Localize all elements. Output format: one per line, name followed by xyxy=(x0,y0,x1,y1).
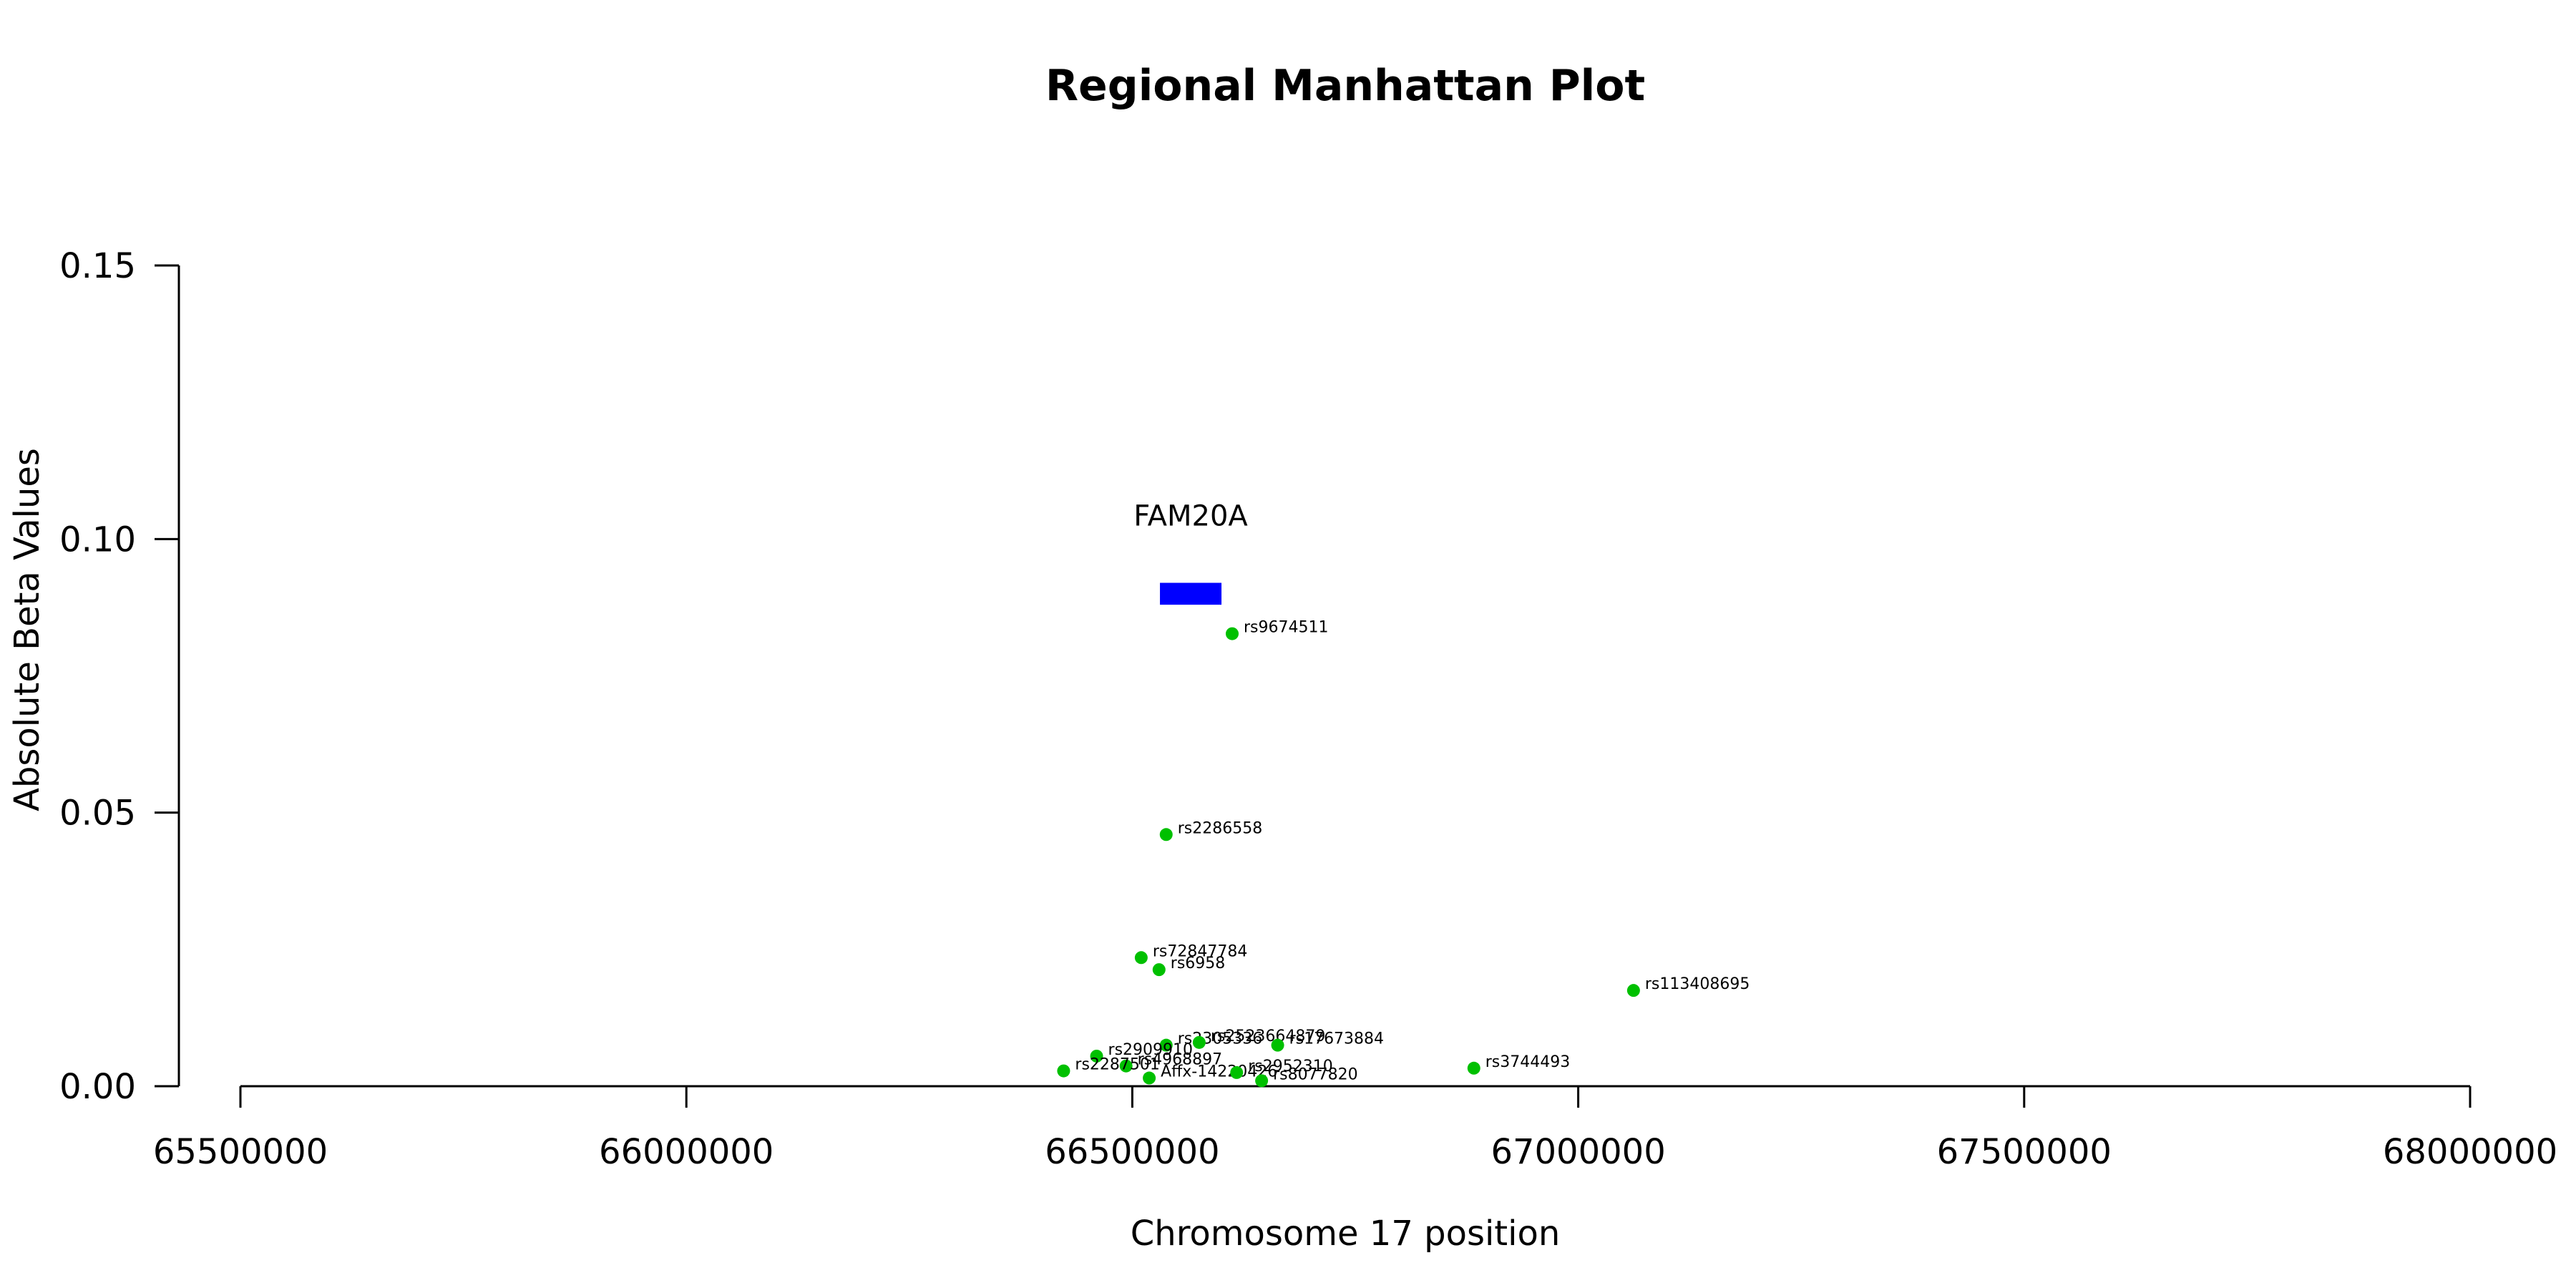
y-axis: 0.00 0.05 0.10 0.15 xyxy=(59,246,180,1107)
snp-point xyxy=(1057,1064,1070,1078)
snp-point xyxy=(1230,1065,1244,1079)
gene-bar xyxy=(1160,582,1222,605)
snp-point xyxy=(1134,951,1148,965)
snp-label: rs72847784 xyxy=(1153,942,1247,960)
x-axis-label: Chromosome 17 position xyxy=(1131,1214,1561,1254)
snp-label: rs8077820 xyxy=(1273,1065,1358,1083)
gene-label: FAM20A xyxy=(1133,500,1248,533)
gene-track: FAM20A xyxy=(1133,500,1248,605)
snp-point xyxy=(1626,984,1640,997)
snp-label: rs9674511 xyxy=(1244,619,1329,637)
snp-label: rs2286558 xyxy=(1178,819,1263,837)
y-axis-label: Absolute Beta Values xyxy=(7,448,47,811)
snp-label: rs2952310 xyxy=(1248,1058,1333,1075)
snp-label: rs4968897 xyxy=(1138,1051,1223,1069)
snp-point xyxy=(1119,1059,1133,1073)
snp-label: rs2305336 xyxy=(1178,1030,1263,1048)
y-tick-label: 0.10 xyxy=(59,519,136,560)
snp-point xyxy=(1192,1035,1206,1049)
snp-point xyxy=(1255,1074,1269,1088)
y-tick-label: 0.05 xyxy=(59,794,136,834)
snp-point xyxy=(1271,1038,1284,1052)
snp-label: rs17673884 xyxy=(1289,1030,1384,1048)
x-tick-label: 67000000 xyxy=(1491,1132,1665,1172)
snp-label: rs3744493 xyxy=(1485,1053,1571,1071)
snp-label: rs2287501 xyxy=(1075,1056,1160,1074)
x-axis: 65500000 66000000 66500000 67000000 67500000… xyxy=(153,1085,2557,1172)
snp-point xyxy=(1159,1038,1173,1052)
x-tick-label: 65500000 xyxy=(153,1132,328,1172)
snp-point xyxy=(1159,828,1173,841)
snp-point xyxy=(1467,1061,1480,1075)
snp-point xyxy=(1143,1071,1156,1085)
x-tick-label: 66000000 xyxy=(599,1132,774,1172)
y-tick-label: 0.15 xyxy=(59,246,136,286)
x-tick-label: 68000000 xyxy=(2383,1132,2557,1172)
x-tick-label: 66500000 xyxy=(1045,1132,1219,1172)
snp-label: rs2523664879 xyxy=(1211,1028,1325,1045)
snp-label: rs113408695 xyxy=(1645,975,1750,993)
snp-label: rs6958 xyxy=(1171,955,1226,972)
snp-label: rs2909910 xyxy=(1108,1041,1194,1059)
snp-point xyxy=(1090,1049,1103,1063)
y-tick-label: 0.00 xyxy=(59,1067,136,1107)
x-tick-label: 67500000 xyxy=(1937,1132,2112,1172)
snp-point xyxy=(1225,627,1239,640)
chart-title: Regional Manhattan Plot xyxy=(1045,61,1645,111)
snp-point xyxy=(1152,963,1166,977)
